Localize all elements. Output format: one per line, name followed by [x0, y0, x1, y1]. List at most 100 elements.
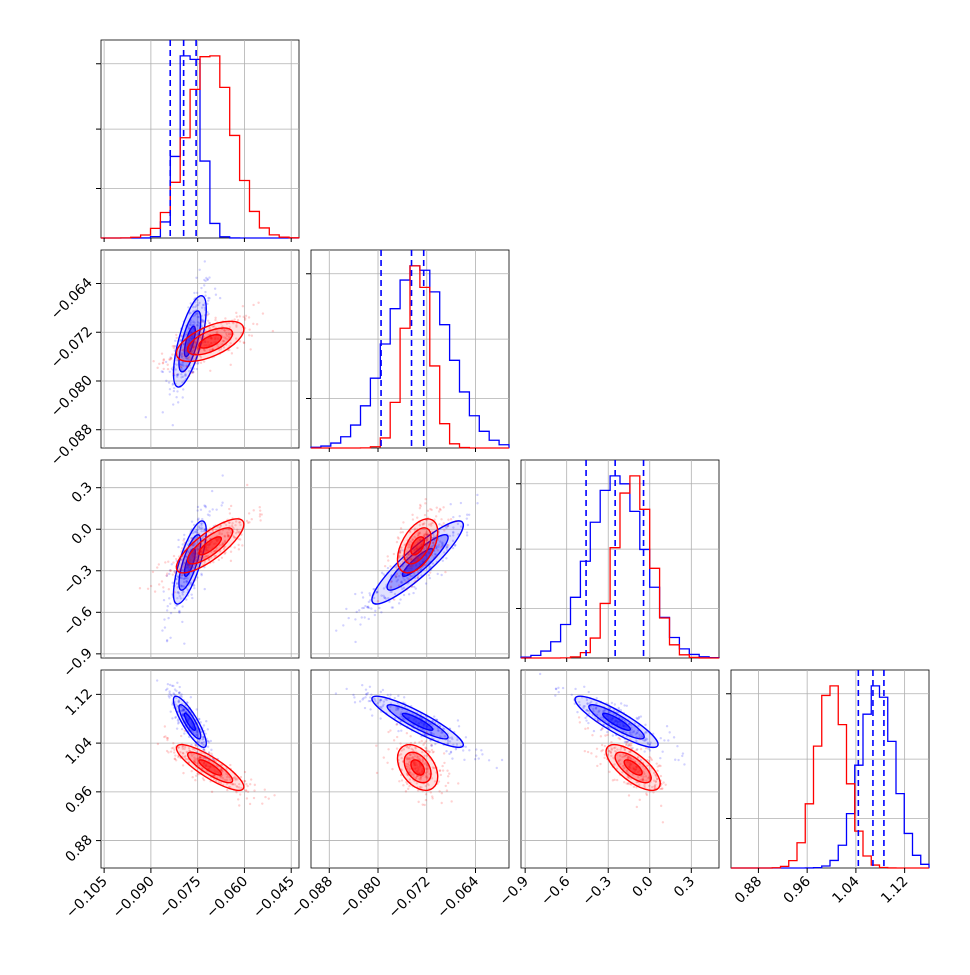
scatter-point-blue — [183, 708, 186, 711]
scatter-point-red — [609, 750, 613, 754]
scatter-point-blue — [200, 306, 204, 309]
scatter-point-red — [187, 374, 191, 378]
bottom-tick-label: −0.6 — [538, 873, 573, 908]
scatter-point-blue — [452, 531, 455, 535]
scatter-point-red — [398, 551, 402, 554]
scatter-point-red — [193, 355, 196, 358]
scatter-point-red — [390, 580, 393, 583]
scatter-point-red — [160, 352, 164, 355]
scatter-point-blue — [402, 593, 406, 597]
panel-3-0 — [100, 669, 300, 869]
scatter-point-blue — [204, 732, 207, 735]
scatter-point-blue — [181, 375, 185, 378]
scatter-point-blue — [626, 740, 629, 744]
scatter-point-blue — [206, 278, 209, 282]
scatter-point-blue — [177, 700, 180, 703]
scatter-point-red — [416, 533, 420, 537]
scatter-point-red — [621, 771, 624, 774]
scatter-point-blue — [645, 738, 649, 741]
scatter-point-red — [166, 363, 169, 366]
scatter-point-blue — [187, 550, 190, 553]
scatter-point-blue — [196, 734, 199, 737]
scatter-point-blue — [179, 705, 183, 708]
scatter-point-red — [184, 565, 187, 569]
scatter-point-red — [414, 555, 418, 558]
scatter-point-blue — [432, 541, 435, 544]
scatter-point-blue — [191, 531, 195, 535]
scatter-point-red — [400, 779, 404, 782]
scatter-point-red — [425, 531, 428, 534]
scatter-point-red — [584, 727, 587, 731]
scatter-point-red — [222, 339, 226, 343]
scatter-point-blue — [183, 642, 186, 645]
scatter-point-red — [202, 360, 206, 363]
scatter-point-red — [205, 554, 208, 558]
scatter-point-blue — [440, 573, 443, 577]
scatter-point-red — [248, 334, 251, 337]
scatter-point-blue — [454, 748, 458, 751]
panel-3-2 — [520, 669, 720, 869]
scatter-point-blue — [180, 695, 183, 699]
scatter-point-red — [184, 346, 187, 349]
scatter-point-blue — [477, 757, 480, 760]
scatter-point-blue — [201, 318, 204, 322]
scatter-point-blue — [430, 743, 433, 747]
scatter-point-red — [612, 756, 615, 760]
scatter-point-red — [231, 782, 235, 786]
scatter-point-blue — [361, 698, 364, 701]
scatter-point-red — [216, 330, 219, 334]
scatter-point-blue — [176, 681, 179, 685]
scatter-point-blue — [358, 700, 362, 703]
scatter-point-blue — [451, 546, 455, 550]
scatter-point-red — [646, 764, 649, 767]
scatter-point-blue — [434, 553, 437, 556]
scatter-point-blue — [413, 585, 416, 589]
scatter-point-red — [250, 334, 254, 337]
scatter-point-red — [432, 538, 435, 541]
scatter-point-blue — [183, 533, 186, 537]
scatter-point-blue — [659, 756, 662, 760]
scatter-point-blue — [434, 742, 437, 746]
scatter-point-blue — [368, 685, 372, 688]
scatter-point-red — [172, 554, 176, 558]
scatter-point-blue — [168, 387, 172, 391]
scatter-point-blue — [582, 705, 585, 708]
scatter-point-blue — [191, 596, 194, 600]
scatter-point-blue — [587, 712, 591, 715]
scatter-point-red — [408, 744, 412, 748]
scatter-point-red — [614, 750, 617, 753]
bottom-tick-label: −0.9 — [497, 874, 532, 909]
scatter-point-red — [422, 558, 426, 561]
scatter-point-red — [188, 565, 192, 569]
scatter-point-blue — [432, 533, 435, 537]
scatter-point-red — [413, 557, 416, 560]
scatter-point-red — [408, 545, 411, 549]
scatter-point-blue — [583, 705, 586, 708]
scatter-point-blue — [433, 552, 437, 556]
scatter-point-blue — [449, 503, 452, 506]
scatter-point-blue — [180, 574, 184, 577]
scatter-point-red — [207, 319, 210, 323]
scatter-point-red — [425, 774, 428, 777]
scatter-point-blue — [399, 598, 402, 601]
scatter-point-red — [222, 548, 226, 551]
bottom-tick-label: 0.3 — [671, 874, 698, 901]
scatter-point-red — [430, 777, 434, 780]
scatter-point-red — [210, 790, 214, 794]
scatter-point-red — [389, 729, 392, 732]
scatter-point-blue — [161, 411, 164, 414]
bottom-tick-label: −0.060 — [203, 874, 251, 922]
scatter-point-red — [442, 752, 446, 755]
scatter-point-blue — [452, 530, 455, 534]
scatter-point-blue — [202, 529, 206, 533]
scatter-point-red — [229, 559, 233, 563]
scatter-point-blue — [210, 748, 213, 752]
scatter-point-red — [232, 777, 235, 780]
scatter-point-blue — [188, 323, 192, 327]
scatter-point-blue — [421, 728, 424, 732]
scatter-point-red — [431, 751, 435, 754]
scatter-point-red — [214, 554, 218, 558]
scatter-point-red — [194, 758, 197, 761]
scatter-point-red — [638, 798, 641, 802]
scatter-point-red — [193, 325, 196, 329]
